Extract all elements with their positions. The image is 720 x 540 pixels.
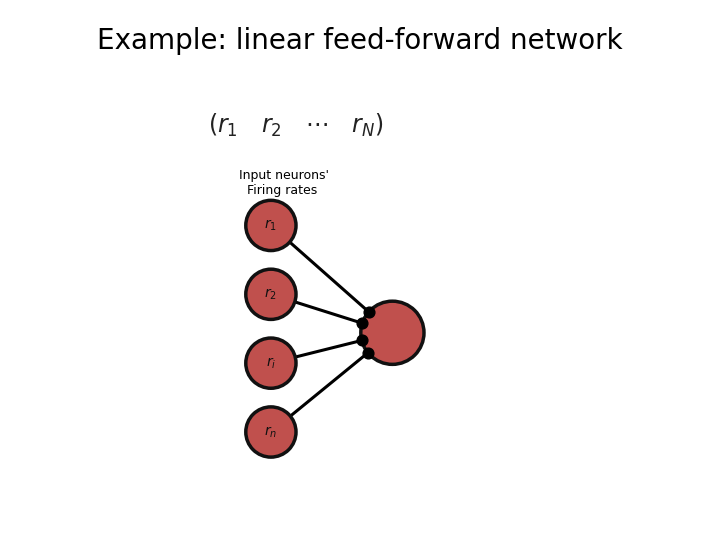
Text: $r_2$: $r_2$ <box>264 287 277 302</box>
Text: $\left(r_1 \quad r_2 \quad \cdots \quad r_N\right)$: $\left(r_1 \quad r_2 \quad \cdots \quad … <box>208 112 384 139</box>
Text: $r_i$: $r_i$ <box>266 355 276 371</box>
Circle shape <box>246 338 296 388</box>
Point <box>356 319 368 328</box>
Circle shape <box>361 301 424 365</box>
Point <box>363 308 374 316</box>
Point <box>356 336 367 345</box>
Point <box>362 348 374 357</box>
Text: $r_1$: $r_1$ <box>264 218 277 233</box>
Text: $r_n$: $r_n$ <box>264 424 277 440</box>
Circle shape <box>246 200 296 251</box>
Text: Example: linear feed-forward network: Example: linear feed-forward network <box>97 27 623 55</box>
Text: Input neurons'
  Firing rates: Input neurons' Firing rates <box>238 168 328 197</box>
Circle shape <box>246 269 296 319</box>
Circle shape <box>246 407 296 457</box>
